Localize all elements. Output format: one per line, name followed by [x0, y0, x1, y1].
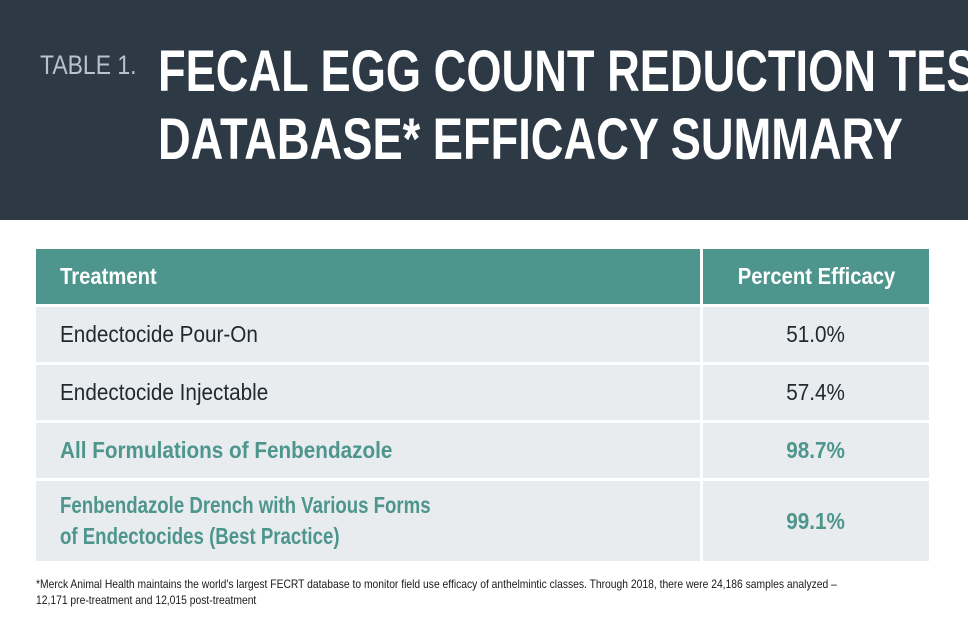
treatment-cell: Fenbendazole Drench with Various Forms o… [36, 481, 700, 561]
column-header-efficacy: Percent Efficacy [703, 249, 929, 304]
table-title: FECAL EGG COUNT REDUCTION TEST DATABASE*… [158, 38, 968, 174]
treatment-cell: All Formulations of Fenbendazole [36, 423, 700, 478]
title-banner: TABLE 1. FECAL EGG COUNT REDUCTION TEST … [0, 0, 968, 220]
table-title-line-2: DATABASE* EFFICACY SUMMARY [158, 107, 903, 172]
footnote-line-1: *Merck Animal Health maintains the world… [36, 577, 837, 591]
table-row-highlighted: All Formulations of Fenbendazole 98.7% [36, 423, 929, 478]
footnote-line-2: 12,171 pre-treatment and 12,015 post-tre… [36, 593, 257, 607]
table-row: Endectocide Injectable 57.4% [36, 365, 929, 420]
table-row: Endectocide Pour-On 51.0% [36, 307, 929, 362]
table-number-label: TABLE 1. [40, 50, 137, 80]
treatment-cell-line-1: Fenbendazole Drench with Various Forms [60, 492, 431, 518]
treatment-cell-line-2: of Endectocides (Best Practice) [60, 523, 340, 549]
efficacy-cell: 99.1% [703, 481, 929, 561]
table-title-line-1: FECAL EGG COUNT REDUCTION TEST [158, 39, 968, 104]
treatment-cell: Endectocide Pour-On [36, 307, 700, 362]
footnote: *Merck Animal Health maintains the world… [36, 576, 896, 608]
efficacy-cell: 98.7% [703, 423, 929, 478]
efficacy-cell: 57.4% [703, 365, 929, 420]
column-header-treatment: Treatment [36, 249, 700, 304]
table-header-row: Treatment Percent Efficacy [36, 249, 929, 304]
efficacy-cell: 51.0% [703, 307, 929, 362]
treatment-cell: Endectocide Injectable [36, 365, 700, 420]
table-row-highlighted: Fenbendazole Drench with Various Forms o… [36, 481, 929, 561]
